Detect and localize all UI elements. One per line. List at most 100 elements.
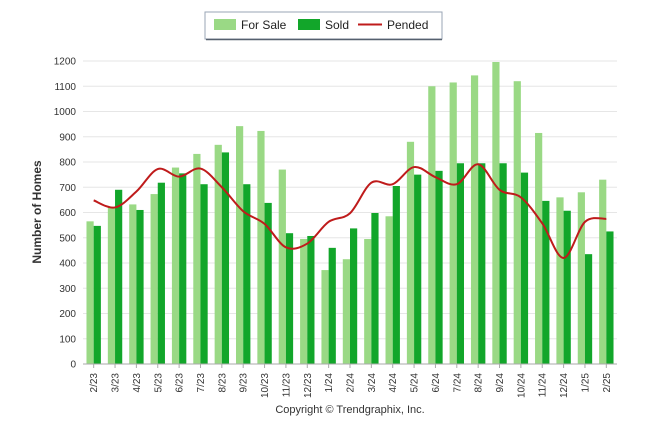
bars	[86, 62, 614, 365]
copyright-footer: Copyright © Trendgraphix, Inc.	[275, 404, 424, 416]
x-tick-label: 6/24	[431, 373, 442, 393]
y-tick-label: 1100	[54, 82, 76, 93]
bar-sold	[307, 235, 315, 364]
y-tick-label: 100	[59, 334, 76, 345]
bar-sold	[115, 189, 123, 364]
x-tick-label: 10/24	[516, 373, 527, 398]
bar-for-sale	[300, 239, 308, 364]
legend: For Sale Sold Pended	[204, 11, 443, 41]
bar-sold	[606, 231, 614, 364]
x-tick-label: 6/23	[175, 373, 186, 393]
bar-sold	[520, 172, 529, 364]
bar-for-sale	[364, 239, 372, 364]
x-tick-label: 12/23	[303, 373, 314, 398]
bar-sold	[179, 173, 187, 364]
bar-for-sale	[428, 86, 436, 364]
x-tick-label: 3/24	[367, 373, 378, 393]
bar-sold	[542, 200, 550, 364]
x-tick-label: 9/24	[495, 373, 506, 393]
x-tick-label: 3/23	[111, 373, 122, 393]
x-tick-label: 9/23	[239, 373, 250, 393]
bar-for-sale	[577, 192, 585, 364]
x-tick-label: 2/25	[602, 373, 613, 393]
legend-box	[204, 11, 443, 40]
bar-sold	[563, 210, 571, 364]
bar-sold	[435, 170, 443, 364]
bar-for-sale	[535, 132, 543, 364]
bar-sold	[350, 228, 358, 364]
y-tick-label: 400	[59, 259, 76, 270]
bar-for-sale	[470, 75, 479, 364]
bar-sold	[200, 184, 208, 364]
pended-line-layer	[93, 163, 607, 259]
x-tick-label: 12/24	[559, 373, 570, 398]
bar-for-sale	[107, 207, 116, 364]
y-tick-label: 800	[59, 158, 76, 169]
bar-sold	[478, 163, 486, 364]
bar-sold	[584, 254, 593, 364]
bar-sold	[93, 225, 101, 364]
y-tick-label: 200	[59, 309, 76, 320]
x-tick-label: 5/24	[410, 373, 421, 393]
axes: 0 100 200 300 400 500 600 700 800 900 1000 1100 1200…	[54, 57, 617, 398]
legend-label-pended: Pended	[387, 18, 428, 32]
bar-for-sale	[214, 144, 222, 364]
bar-for-sale	[193, 153, 201, 364]
x-tick-label: 7/23	[196, 373, 207, 393]
y-tick-label: 300	[59, 284, 76, 295]
bar-for-sale	[599, 179, 607, 364]
bar-sold	[328, 247, 336, 364]
x-tick-label: 2/24	[346, 373, 357, 393]
x-tick-label: 10/23	[260, 373, 271, 398]
x-tick-label: 2/23	[89, 373, 100, 393]
bar-for-sale	[171, 167, 180, 364]
x-tick-label: 11/24	[538, 373, 549, 398]
y-axis-label: Number of Homes	[30, 160, 44, 264]
y-tick-label: 1000	[54, 107, 77, 118]
bar-for-sale	[492, 62, 500, 364]
x-tick-label: 1/25	[580, 373, 591, 393]
bar-sold	[157, 182, 165, 364]
bar-for-sale	[129, 204, 137, 364]
y-tick-label: 900	[59, 132, 76, 143]
bar-sold	[499, 163, 507, 364]
bar-for-sale	[236, 126, 244, 365]
legend-swatch-sold	[298, 19, 320, 30]
bar-for-sale	[342, 259, 350, 364]
legend-label-for-sale: For Sale	[241, 18, 287, 32]
x-tick-label: 11/23	[281, 373, 292, 398]
bar-for-sale	[86, 221, 94, 364]
bar-sold	[414, 174, 422, 364]
y-tick-label: 500	[59, 233, 76, 244]
bar-sold	[264, 202, 272, 364]
y-tick-label: 700	[59, 183, 76, 194]
bar-for-sale	[150, 194, 158, 364]
bar-for-sale	[278, 169, 286, 364]
bar-for-sale	[556, 197, 564, 364]
x-tick-label: 4/24	[388, 373, 399, 393]
bar-sold	[392, 185, 400, 364]
x-tick-label: 5/23	[153, 373, 164, 393]
bar-sold	[456, 163, 464, 364]
bar-sold	[371, 213, 379, 364]
bar-for-sale	[321, 270, 329, 364]
y-tick-label: 0	[70, 360, 76, 371]
y-tick-label: 1200	[54, 57, 77, 68]
bar-for-sale	[257, 130, 265, 364]
bar-for-sale	[513, 81, 521, 364]
bar-sold	[285, 233, 294, 364]
legend-swatch-for-sale	[214, 19, 236, 30]
bar-sold	[221, 152, 230, 364]
pended-line	[93, 163, 607, 259]
x-tick-label: 1/24	[324, 373, 335, 393]
bar-for-sale	[385, 216, 393, 364]
y-tick-label: 600	[59, 208, 76, 219]
x-tick-label: 8/24	[474, 373, 485, 393]
bar-for-sale	[449, 82, 457, 365]
bar-sold	[243, 184, 251, 364]
x-tick-label: 4/23	[132, 373, 143, 393]
legend-label-sold: Sold	[325, 18, 349, 32]
bar-for-sale	[406, 141, 415, 364]
